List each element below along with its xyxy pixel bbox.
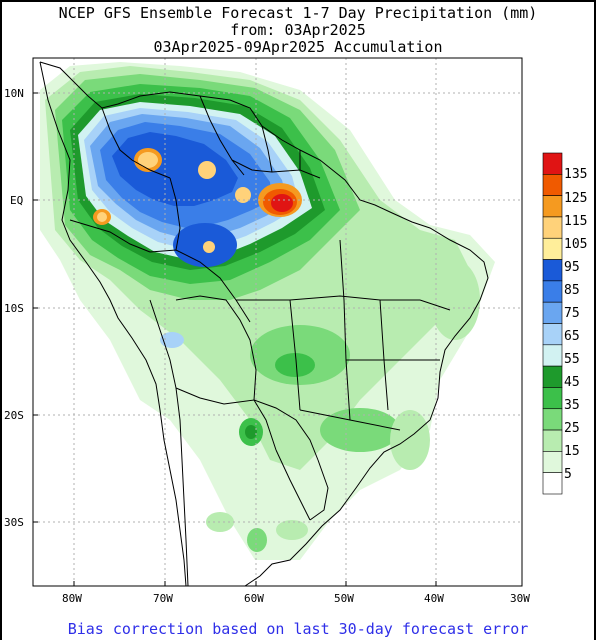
legend-swatch <box>542 237 563 260</box>
coastlines-borders <box>39 61 489 586</box>
lon-label-50w: 50W <box>334 592 354 605</box>
border-bolivia-brazil <box>175 295 257 401</box>
legend-label-5: 5 <box>564 467 572 482</box>
border-venezuela-guyana <box>199 95 245 176</box>
legend-label-15: 15 <box>564 444 580 459</box>
south-america-coastline <box>39 61 489 586</box>
precip-55mm-cell-paraguay <box>245 425 257 439</box>
legend-swatch <box>542 301 563 324</box>
border-brazil-uruguay <box>309 459 329 521</box>
legend-label-125: 125 <box>564 191 588 206</box>
legend-label-45: 45 <box>564 375 580 390</box>
frame-left <box>0 0 2 640</box>
forecast-init-date: from: 03Apr2025 <box>230 21 366 39</box>
lon-label-70w: 70W <box>153 592 173 605</box>
border-paraguay-brazil <box>253 399 319 461</box>
legend-swatch <box>542 174 563 196</box>
lon-label-60w: 60W <box>244 592 264 605</box>
precip-135mm-cell-para <box>271 194 293 212</box>
lat-label-20s: 20S <box>4 409 24 422</box>
legend-swatch <box>542 408 563 431</box>
border-venezuela-colombia <box>101 107 171 179</box>
border-peru-bolivia <box>149 299 177 389</box>
brazil-state-lines <box>236 239 451 431</box>
border-bolivia-paraguay-argentina <box>175 387 277 451</box>
precip-105mm-cell-small-core <box>97 212 107 222</box>
frame-top <box>0 0 596 2</box>
legend-label-25: 25 <box>564 421 580 436</box>
gridlines <box>33 58 522 586</box>
precip-35mm-patch-southeast <box>320 408 400 452</box>
legend-label-35: 35 <box>564 398 580 413</box>
legend-swatch <box>542 429 563 452</box>
legend-swatch <box>542 451 563 473</box>
legend-label-105: 105 <box>564 237 588 252</box>
border-guyana-suriname <box>261 125 273 173</box>
legend-swatch <box>542 216 563 239</box>
precip-field <box>33 58 522 586</box>
border-colombia-brazil <box>169 177 181 251</box>
precip-25mm-patch-uruguay <box>276 520 308 540</box>
plot-frame <box>32 57 523 587</box>
lat-label-10n: 10N <box>4 87 24 100</box>
precip-25mm-patch-bolivia <box>160 332 184 348</box>
legend-label-65: 65 <box>564 329 580 344</box>
border-peru-brazil <box>149 249 251 323</box>
border-argentina-chile <box>175 387 189 586</box>
precip-35mm-patch-northeast-coast <box>430 260 480 340</box>
legend-swatch <box>542 387 563 410</box>
lat-label-10s: 10S <box>4 302 24 315</box>
border-guianas-brazil <box>231 159 321 179</box>
legend-swatch <box>542 323 563 346</box>
precip-105mm-cell-west <box>138 152 158 168</box>
lat-label-30s: 30S <box>4 516 24 529</box>
legend-label-75: 75 <box>564 306 580 321</box>
tick-marks <box>33 92 523 586</box>
precip-105mm-cell-amapa <box>235 187 251 203</box>
legend-swatch <box>542 152 563 175</box>
precip-25mm-patch-coast <box>390 410 430 470</box>
lon-label-40w: 40W <box>424 592 444 605</box>
precip-105mm-cell-south <box>203 241 215 253</box>
border-argentina-uruguay <box>275 449 311 521</box>
map-title: NCEP GFS Ensemble Forecast 1-7 Day Preci… <box>58 4 538 22</box>
legend-swatch <box>542 365 563 388</box>
legend-label-135: 135 <box>564 167 588 182</box>
frame-right <box>594 0 596 640</box>
legend-colorbar <box>542 152 563 495</box>
precip-45mm-patch-brazil-central <box>275 353 315 377</box>
legend-label-95: 95 <box>564 260 580 275</box>
border-ecuador-peru <box>69 219 151 253</box>
bias-correction-note: Bias correction based on last 30-day for… <box>67 620 529 638</box>
accumulation-period: 03Apr2025-09Apr2025 Accumulation <box>153 38 443 56</box>
legend-swatch <box>542 195 563 218</box>
precip-105mm-cell-central <box>198 161 216 179</box>
legend-label-55: 55 <box>564 352 580 367</box>
legend-swatch <box>542 344 563 367</box>
lat-label-eq: EQ <box>10 194 23 207</box>
legend-label-115: 115 <box>564 214 588 229</box>
pacific-coastline <box>39 61 187 586</box>
legend-label-85: 85 <box>564 283 580 298</box>
precip-25mm-patch-argentina <box>247 528 267 552</box>
legend-swatch <box>542 259 563 282</box>
lon-label-80w: 80W <box>62 592 82 605</box>
lon-label-30w: 30W <box>510 592 530 605</box>
legend-swatch <box>542 280 563 303</box>
legend-swatch <box>542 472 563 495</box>
